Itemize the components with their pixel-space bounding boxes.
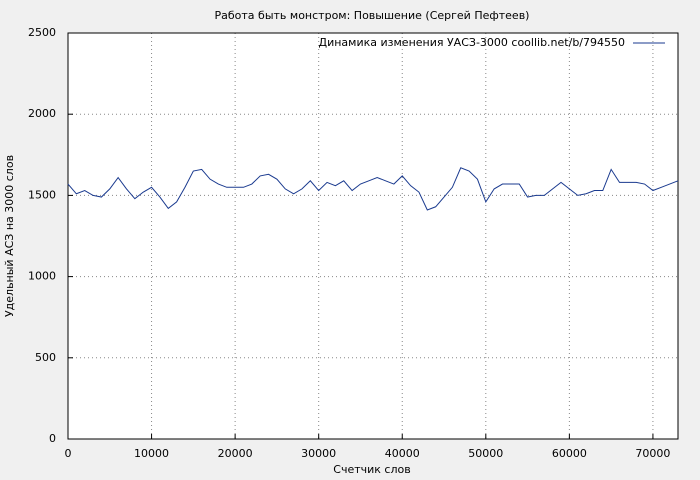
x-tick-label: 50000	[468, 447, 503, 460]
y-axis-label: Удельный АСЗ на 3000 слов	[3, 155, 16, 317]
y-tick-label: 500	[35, 351, 56, 364]
y-tick-label: 1000	[28, 270, 56, 283]
x-tick-label: 0	[65, 447, 72, 460]
x-tick-label: 30000	[301, 447, 336, 460]
x-tick-label: 20000	[218, 447, 253, 460]
y-tick-label: 2000	[28, 107, 56, 120]
x-tick-label: 40000	[385, 447, 420, 460]
chart-title: Работа быть монстром: Повышение (Сергей …	[215, 9, 530, 22]
plot-frame	[67, 32, 679, 440]
plot-area	[68, 33, 678, 439]
legend-label: Динамика изменения УАСЗ-3000 coollib.net…	[319, 36, 626, 49]
y-tick-label: 2500	[28, 26, 56, 39]
x-tick-label: 70000	[635, 447, 670, 460]
x-tick-label: 10000	[134, 447, 169, 460]
line	[67, 167, 679, 211]
y-tick-label: 0	[49, 432, 56, 445]
y-tick-label: 1500	[28, 188, 56, 201]
x-axis-label: Счетчик слов	[333, 463, 410, 476]
x-tick-label: 60000	[552, 447, 587, 460]
